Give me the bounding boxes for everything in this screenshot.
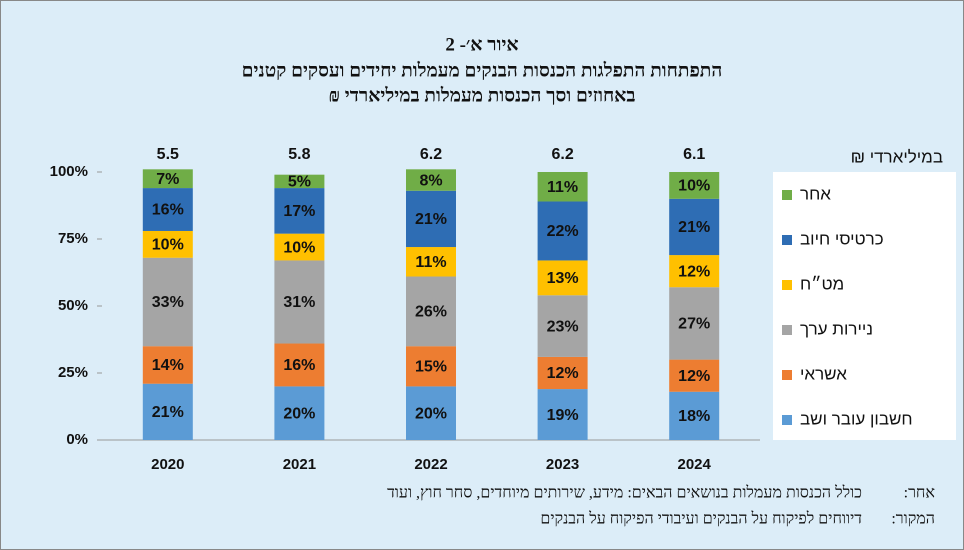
data-label: 10% [283,239,315,256]
legend-label: אחר [800,184,831,203]
data-label: 16% [283,357,315,374]
x-tick-label: 2021 [283,456,316,473]
legend-label: אשראי [800,364,847,383]
bar-segment [142,383,193,440]
data-label: 21% [678,219,710,236]
bar-segment [142,346,193,384]
data-label: 19% [547,407,579,424]
total-label: 5.8 [288,146,310,163]
data-label: 22% [547,223,579,240]
data-label: 21% [415,211,447,228]
bar-segment [142,188,193,231]
bar-segment [669,255,720,288]
legend-title: במיליארדי ₪ [851,147,943,166]
chart-title: איור א׳- 2 [445,34,518,55]
bar-segment [274,233,325,261]
legend-marker [782,370,792,380]
data-label: 16% [152,202,184,219]
chart-subtitle: התפתחות התפלגות הכנסות הבנקים מעמלות יחי… [242,60,723,81]
legend-marker [782,190,792,200]
data-label: 23% [547,318,579,335]
bar-segment [669,198,720,256]
data-label: 21% [152,404,184,421]
y-tick-label: 100% [50,163,88,180]
note-label: אחר: [904,485,936,502]
bar-segment [142,169,193,189]
y-tick-label: 75% [58,230,88,247]
data-label: 17% [283,203,315,220]
data-label: 15% [415,359,447,376]
data-label: 31% [283,294,315,311]
data-label: 11% [547,179,578,196]
note-text: כולל הכנסות מעמלות בנושאים הבאים: מידע, … [387,484,862,502]
bar-segment [669,172,720,199]
data-label: 11% [415,254,446,271]
data-label: 26% [415,304,447,321]
data-label: 12% [678,368,710,385]
bar-segment [406,276,456,347]
data-label: 10% [152,237,184,254]
total-label: 6.2 [551,146,573,163]
data-label: 10% [678,178,710,195]
data-label: 12% [547,365,579,382]
data-label: 5% [288,174,311,191]
note-label: המקור: [891,511,935,528]
bar-segment [406,346,456,387]
y-tick-label: 25% [58,364,88,381]
data-label: 20% [283,405,315,422]
bar-segment [537,260,588,296]
bar-segment [537,295,588,357]
x-tick-label: 2020 [151,456,184,473]
y-tick-label: 0% [66,431,88,448]
data-label: 33% [152,294,184,311]
data-label: 13% [547,270,579,287]
total-label: 5.5 [157,146,179,163]
bar-segment [406,190,456,248]
bar-segment [274,386,325,440]
chart-subtitle: באחוזים וסך הכנסות מעמלות במיליארדי ₪ [328,85,635,106]
data-label: 12% [678,263,710,280]
x-tick-label: 2023 [546,456,579,473]
legend-box [773,172,956,440]
bar-segment [274,188,325,234]
legend-marker [782,415,792,425]
bar-segment [537,172,588,202]
bar-segment [669,359,720,392]
total-label: 6.1 [683,146,705,163]
x-tick-label: 2024 [678,456,712,473]
bar-segment [406,247,456,277]
x-tick-label: 2022 [414,456,447,473]
bar-segment [669,391,720,440]
legend-marker [782,280,792,290]
legend-label: כרטיסי חיוב [800,229,884,248]
bar-segment [274,343,325,387]
legend-marker [782,325,792,335]
data-label: 27% [678,316,710,333]
data-label: 18% [678,408,710,425]
bar-segment [142,257,193,347]
legend-label: מט״ח [800,274,844,293]
data-label: 14% [152,357,184,374]
bar-segment [669,287,720,360]
data-label: 7% [156,171,179,188]
bar-segment [406,386,456,440]
total-label: 6.2 [420,146,442,163]
bar-segment [274,174,325,189]
note-text: דיווחים לפיקוח על הבנקים ועיבודי הפיקוח … [540,510,862,528]
bar-segment [274,260,325,344]
bar-segment [537,201,588,261]
bar-segment [537,356,588,390]
legend-label: חשבון עובר ושב [800,409,913,428]
bar-segment [537,389,588,440]
data-label: 20% [415,405,447,422]
legend-marker [782,235,792,245]
bar-segment [142,230,193,258]
legend-label: ניירות ערך [800,319,873,338]
y-tick-label: 50% [58,297,88,314]
bar-segment [406,169,456,191]
data-label: 8% [419,172,442,189]
